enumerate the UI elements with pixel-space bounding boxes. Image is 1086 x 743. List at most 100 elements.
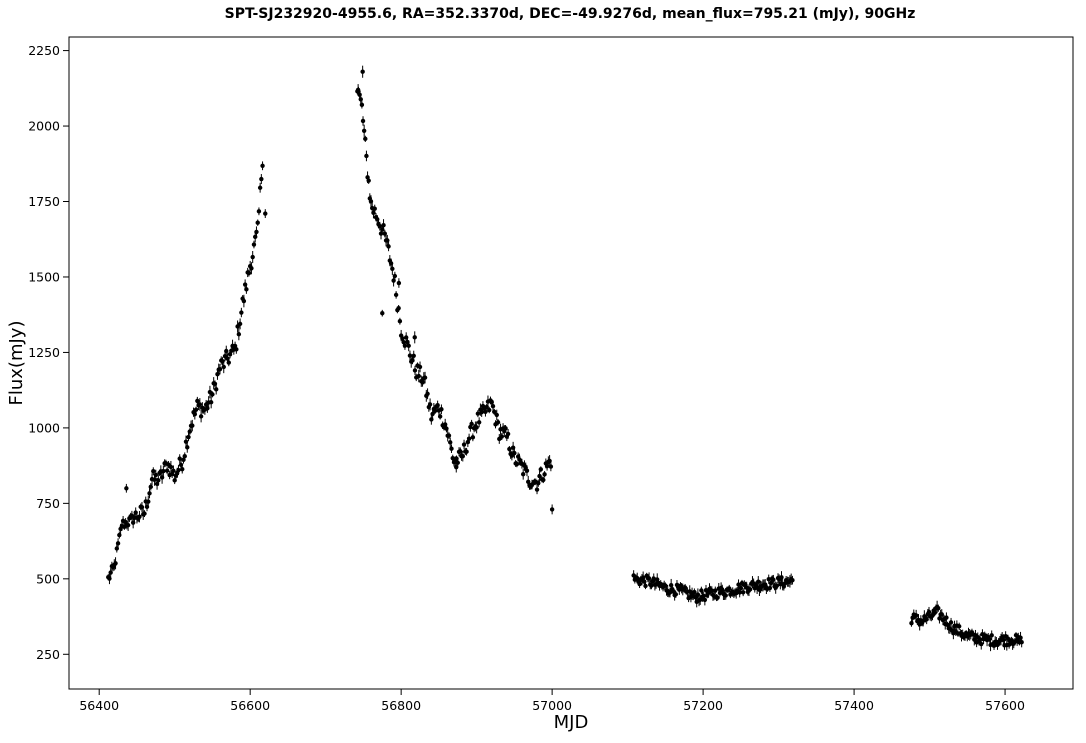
data-point [148, 484, 153, 490]
y-tick-label: 750 [36, 496, 60, 511]
x-tick-label: 57000 [532, 698, 572, 713]
data-point [137, 514, 142, 519]
data-point [226, 360, 231, 365]
x-tick-label: 56800 [381, 698, 421, 713]
data-point [470, 435, 476, 440]
data-point [259, 176, 264, 182]
data-point [397, 319, 403, 324]
y-tick-label: 1250 [28, 345, 60, 360]
data-point [168, 464, 174, 470]
data-point [254, 229, 259, 235]
data-point [536, 480, 541, 486]
data-point [768, 580, 774, 586]
data-point [177, 456, 182, 461]
data-point [151, 469, 156, 474]
data-point [417, 364, 423, 370]
data-point [385, 238, 390, 243]
data-point [494, 412, 499, 418]
data-point [161, 468, 166, 474]
data-point [469, 421, 474, 427]
data-point [466, 436, 472, 441]
data-point [249, 266, 254, 271]
data-point [142, 511, 147, 516]
data-point [176, 467, 181, 473]
y-tick-label: 500 [36, 571, 60, 586]
data-point [537, 473, 542, 479]
data-point [368, 199, 374, 204]
data-point [197, 402, 203, 407]
data-point [492, 409, 497, 414]
data-point [406, 343, 411, 348]
x-tick-label: 56600 [230, 698, 270, 713]
data-point [124, 486, 129, 491]
data-point [461, 442, 467, 447]
y-tick-label: 2000 [28, 119, 60, 134]
data-point [396, 280, 402, 286]
data-point [512, 450, 517, 456]
data-point [464, 449, 469, 454]
data-point [239, 310, 244, 315]
data-point [460, 454, 465, 459]
data-point [355, 87, 361, 93]
data-point [412, 335, 417, 340]
plot-frame [68, 36, 1074, 690]
y-axis-label: Flux(mJy) [6, 321, 27, 406]
data-point [113, 561, 118, 566]
x-axis-label: MJD [554, 712, 589, 733]
data-point [363, 136, 368, 142]
data-point [244, 287, 249, 292]
data-point [171, 468, 176, 474]
data-point [234, 347, 239, 352]
data-point [437, 414, 443, 419]
data-point [449, 446, 454, 451]
x-tick-label: 57400 [834, 698, 874, 713]
data-point [444, 426, 449, 431]
data-point [210, 392, 215, 397]
data-point [738, 585, 744, 591]
data-point [740, 590, 746, 595]
data-point [524, 468, 530, 473]
data-point [747, 587, 753, 592]
data-point [190, 423, 195, 428]
data-point [147, 491, 152, 496]
data-point [359, 102, 365, 108]
data-point [771, 577, 776, 583]
data-point [139, 504, 145, 510]
data-point [182, 454, 187, 459]
data-point [372, 206, 377, 211]
data-point [256, 209, 262, 214]
data-point [476, 420, 482, 425]
data-point [514, 461, 520, 467]
data-point [358, 97, 363, 102]
data-point [495, 420, 501, 425]
data-point [448, 440, 453, 445]
data-point [396, 306, 401, 311]
data-point [548, 464, 554, 469]
data-point [727, 586, 732, 591]
y-tick-label: 2250 [28, 43, 60, 58]
data-point [736, 582, 741, 587]
data-point [361, 128, 367, 133]
data-point [224, 348, 229, 354]
data-point [255, 220, 260, 225]
data-point [108, 570, 113, 575]
data-point [192, 411, 198, 417]
y-tick-label: 1750 [28, 194, 60, 209]
data-point [913, 613, 919, 618]
data-point [251, 242, 257, 247]
data-point [549, 507, 555, 512]
data-point [164, 468, 170, 473]
data-point [909, 620, 914, 626]
data-point [538, 467, 544, 472]
data-point [411, 353, 416, 359]
data-point [107, 576, 112, 581]
data-point [432, 408, 438, 414]
data-point [392, 273, 398, 279]
data-point [542, 472, 547, 477]
chart-title: SPT-SJ232920-4955.6, RA=352.3370d, DEC=-… [225, 6, 916, 22]
data-point [702, 597, 708, 603]
x-tick-label: 57200 [683, 698, 723, 713]
data-point [380, 310, 385, 316]
data-point [193, 407, 199, 412]
data-point [427, 402, 433, 407]
